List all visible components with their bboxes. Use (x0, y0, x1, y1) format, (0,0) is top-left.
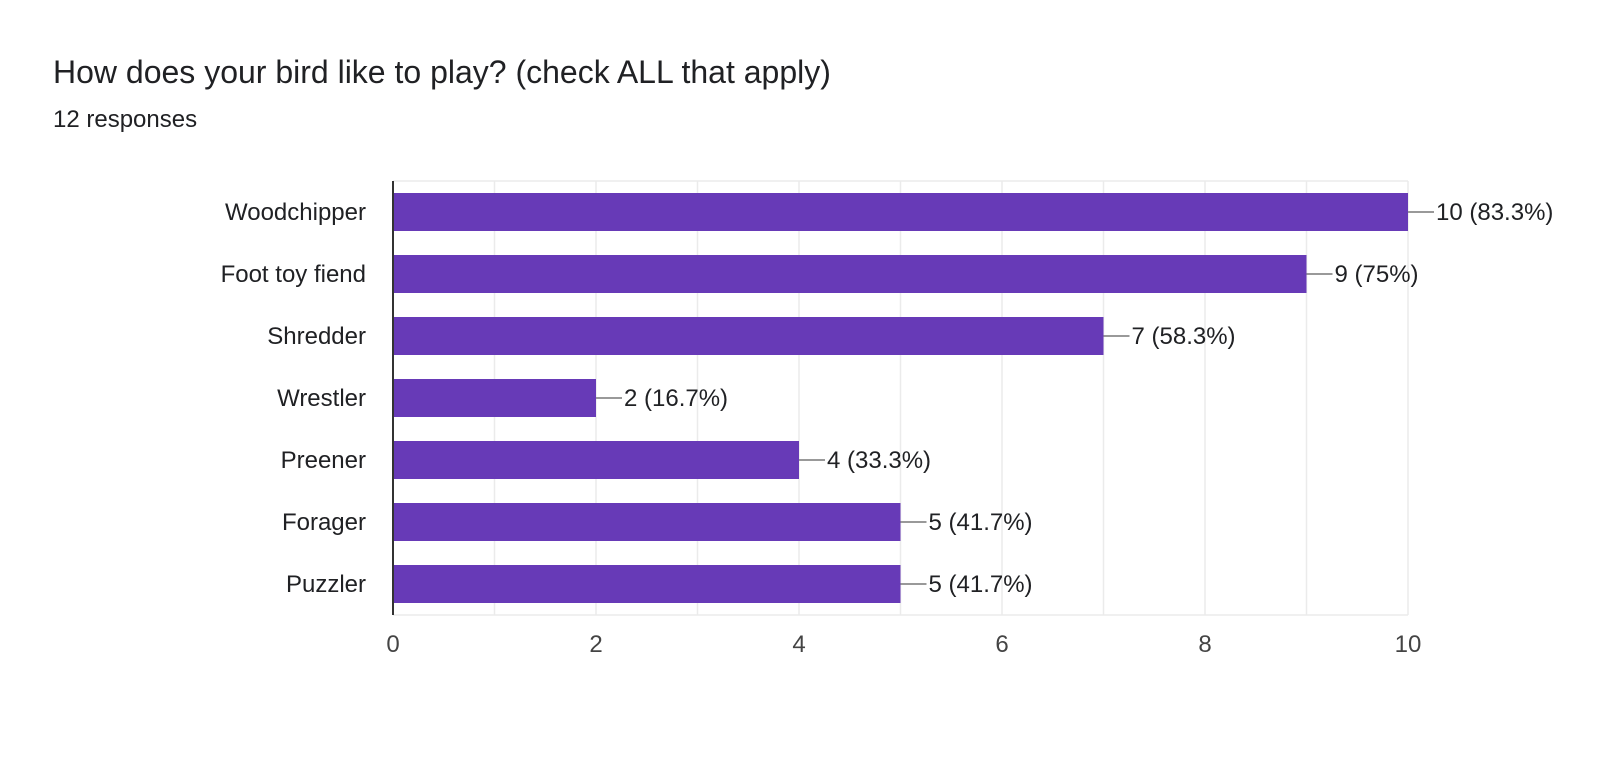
x-tick-label: 0 (386, 631, 399, 658)
x-tick-label: 8 (1198, 631, 1211, 658)
category-label: Shredder (267, 323, 366, 350)
bars (393, 193, 1408, 603)
category-label: Preener (281, 447, 366, 474)
category-label: Foot toy fiend (221, 261, 366, 288)
bar-preener[interactable] (393, 441, 799, 479)
value-label: 7 (58.3%) (1132, 323, 1236, 350)
axes: 0 2 4 6 8 10 (386, 181, 1421, 658)
category-label: Forager (282, 509, 366, 536)
bar-foot-toy-fiend[interactable] (393, 255, 1307, 293)
x-tick-label: 6 (995, 631, 1008, 658)
value-label: 2 (16.7%) (624, 385, 728, 412)
value-label: 10 (83.3%) (1436, 199, 1553, 226)
category-label: Wrestler (277, 385, 366, 412)
chart-title: How does your bird like to play? (check … (53, 54, 831, 90)
bar-woodchipper[interactable] (393, 193, 1408, 231)
response-count: 12 responses (53, 106, 198, 133)
labels: Woodchipper 10 (83.3%) Foot toy fiend 9 (75… (221, 199, 1554, 598)
category-label: Puzzler (286, 571, 366, 598)
x-tick-label: 4 (792, 631, 805, 658)
value-label: 5 (41.7%) (929, 571, 1033, 598)
bar-forager[interactable] (393, 503, 901, 541)
x-tick-label: 2 (589, 631, 602, 658)
bar-puzzler[interactable] (393, 565, 901, 603)
value-label: 9 (75%) (1335, 261, 1419, 288)
grid-lines (393, 180, 1409, 616)
value-label: 5 (41.7%) (929, 509, 1033, 536)
bar-shredder[interactable] (393, 317, 1104, 355)
category-label: Woodchipper (225, 199, 366, 226)
x-tick-label: 10 (1395, 631, 1422, 658)
bar-wrestler[interactable] (393, 379, 596, 417)
value-label: 4 (33.3%) (827, 447, 931, 474)
